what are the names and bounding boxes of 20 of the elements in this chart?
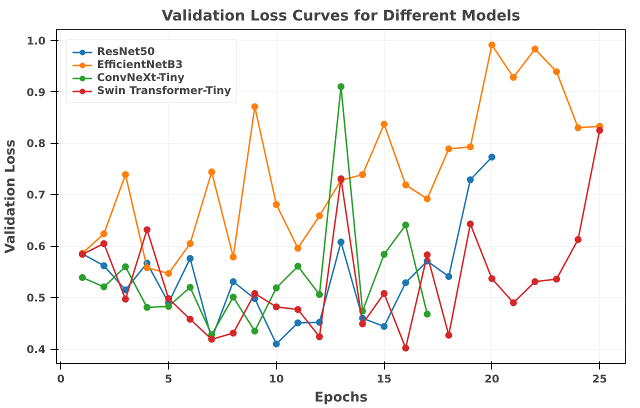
x-tick-label: 20 — [484, 372, 500, 386]
y-tick-label: 0.5 — [26, 292, 46, 305]
x-tick-label: 25 — [592, 372, 608, 386]
chart-title: Validation Loss Curves for Different Models — [162, 8, 521, 24]
x-tick-label: 0 — [57, 372, 65, 386]
y-tick-label: 0.4 — [26, 343, 46, 356]
x-tick-label: 10 — [268, 372, 284, 386]
legend-label: ResNet50 — [97, 45, 155, 58]
legend-label: EfficientNetB3 — [97, 58, 183, 71]
y-tick-label: 0.7 — [26, 188, 46, 202]
y-tick-label: 0.6 — [26, 240, 46, 254]
y-axis-title: Validation Loss — [4, 139, 19, 254]
y-tick-label: 0.9 — [26, 86, 46, 99]
x-tick-label: 5 — [164, 372, 172, 386]
y-tick-label: 1.0 — [26, 34, 46, 48]
x-tick-label: 15 — [376, 372, 392, 386]
x-axis-title: Epochs — [314, 390, 368, 406]
y-tick-label: 0.8 — [26, 137, 46, 150]
legend-label: Swin Transformer-Tiny — [97, 84, 232, 97]
legend-label: ConvNeXt-Tiny — [97, 71, 184, 84]
